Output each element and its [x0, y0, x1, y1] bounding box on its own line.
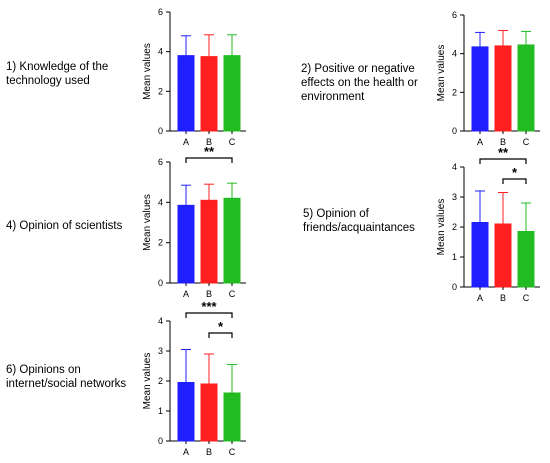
significance-bracket	[185, 312, 233, 318]
y-tick-label: 6	[158, 157, 163, 167]
y-tick-label: 6	[158, 7, 163, 17]
bar-C	[517, 231, 535, 288]
chart-panel-4: 0 1 2 3 4 Mean values A B C ***	[436, 145, 540, 303]
x-tick-label-B: B	[206, 137, 212, 147]
y-tick-label: 0	[158, 126, 163, 136]
bar-A	[177, 55, 195, 132]
y-axis-label: Mean values	[142, 194, 153, 251]
panel-6-label: 6) Opinions on internet/social networks	[6, 364, 127, 390]
x-tick-label-A: A	[477, 293, 483, 303]
bar-C	[223, 55, 241, 132]
y-tick-label: 0	[158, 436, 163, 446]
y-tick-label: 2	[158, 376, 163, 386]
y-axis-label: Mean values	[436, 199, 447, 256]
x-tick-label-A: A	[477, 137, 483, 147]
y-tick-label: 4	[158, 47, 163, 57]
chart-panel-1: 0 2 4 6 Mean values A B C	[142, 7, 246, 147]
y-tick-label: 0	[452, 282, 457, 292]
y-axis-label: Mean values	[142, 353, 153, 410]
bar-A	[177, 204, 195, 284]
chart-panel-5: 0 1 2 3 4 Mean values A B C ****	[142, 299, 246, 457]
y-tick-label: 4	[158, 316, 163, 326]
significance-bracket	[185, 157, 233, 163]
significance-bracket	[479, 158, 527, 164]
y-tick-label: 2	[452, 222, 457, 232]
panel-5-label: 5) Opinion of friends/acquaintances	[303, 208, 415, 234]
x-tick-label-C: C	[523, 137, 530, 147]
y-tick-label: 0	[158, 278, 163, 288]
y-axis-label: Mean values	[142, 43, 153, 100]
panel-4-label: 4) Opinion of scientists	[6, 220, 123, 232]
y-tick-label: 1	[158, 406, 163, 416]
bar-C	[223, 197, 241, 284]
bar-B	[200, 199, 218, 284]
x-tick-label-B: B	[500, 293, 506, 303]
y-tick-label: 3	[158, 346, 163, 356]
y-tick-label: 2	[452, 87, 457, 97]
y-tick-label: 6	[452, 10, 457, 20]
x-tick-label-C: C	[229, 289, 236, 299]
x-tick-label-C: C	[229, 447, 236, 457]
bar-A	[471, 222, 489, 288]
bar-B	[200, 56, 218, 132]
significance-label: **	[498, 145, 509, 160]
chart-panel-2: 0 2 4 6 Mean values A B C	[436, 10, 540, 147]
x-tick-label-B: B	[206, 289, 212, 299]
bar-B	[494, 223, 512, 288]
bar-A	[471, 46, 489, 132]
x-tick-label-C: C	[229, 137, 236, 147]
x-tick-label-C: C	[523, 293, 530, 303]
significance-label: *	[512, 165, 518, 180]
y-tick-label: 4	[452, 162, 457, 172]
x-tick-label-B: B	[206, 447, 212, 457]
bar-B	[200, 383, 218, 442]
bar-C	[223, 392, 241, 442]
y-tick-label: 3	[452, 192, 457, 202]
x-tick-label-B: B	[500, 137, 506, 147]
panel-1-label: 1) Knowledge of the technology used	[6, 61, 109, 87]
significance-bracket	[502, 178, 527, 184]
y-tick-label: 1	[452, 252, 457, 262]
y-tick-label: 4	[158, 197, 163, 207]
significance-label: **	[204, 144, 215, 159]
y-tick-label: 4	[452, 49, 457, 59]
y-axis-label: Mean values	[436, 45, 447, 102]
significance-bracket	[208, 332, 233, 338]
y-tick-label: 2	[158, 238, 163, 248]
x-tick-label-A: A	[183, 137, 189, 147]
y-tick-label: 0	[452, 126, 457, 136]
bar-A	[177, 382, 195, 442]
chart-panel-3: 0 2 4 6 Mean values A B C **	[142, 144, 246, 299]
y-tick-label: 2	[158, 86, 163, 96]
bar-C	[517, 44, 535, 132]
x-tick-label-A: A	[183, 447, 189, 457]
bar-B	[494, 45, 512, 132]
significance-label: *	[218, 319, 224, 334]
panel-2-label: 2) Positive or negative effects on the h…	[301, 63, 418, 103]
significance-label: ***	[201, 299, 217, 314]
x-tick-label-A: A	[183, 289, 189, 299]
